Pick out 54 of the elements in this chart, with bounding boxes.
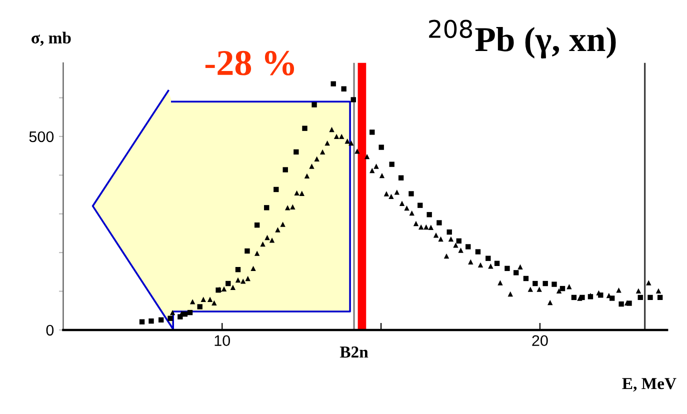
point [168, 316, 173, 321]
point [139, 319, 145, 324]
point [436, 220, 442, 226]
point [197, 304, 202, 310]
annotation: -28 % [205, 50, 294, 76]
point [226, 280, 231, 286]
x-axis-title: E, MeV [622, 378, 676, 392]
point [638, 294, 643, 300]
point [648, 294, 653, 300]
point [302, 126, 308, 131]
point [408, 191, 414, 196]
point [446, 229, 452, 235]
point [312, 102, 317, 108]
ref-line-label: B2n [340, 346, 368, 358]
x-tick-label: 10 [214, 335, 230, 346]
point [341, 86, 346, 92]
point [657, 294, 663, 300]
point [389, 162, 394, 167]
point [552, 282, 557, 287]
point [282, 167, 288, 172]
point [618, 301, 624, 307]
point [244, 248, 250, 254]
point [532, 280, 538, 286]
y-tick-label: 0 [46, 324, 54, 336]
x-tick-label: 20 [532, 335, 548, 346]
point [158, 317, 164, 322]
point [456, 238, 462, 244]
point [418, 202, 423, 208]
point [475, 249, 481, 254]
point [264, 205, 270, 210]
point [523, 276, 529, 282]
point [571, 294, 577, 300]
point [370, 130, 375, 135]
chart-title: $^{208}$Pb (γ, xn) [429, 20, 616, 58]
point [514, 270, 519, 276]
point [148, 318, 154, 324]
point [235, 266, 241, 272]
point [187, 310, 193, 316]
point [330, 81, 336, 86]
point [294, 149, 299, 155]
point [542, 280, 548, 286]
point [466, 244, 471, 250]
point [398, 175, 404, 180]
point [426, 212, 432, 218]
point [274, 186, 279, 192]
y-axis-title: σ, mb [32, 32, 71, 46]
point [350, 97, 356, 102]
point [378, 144, 384, 150]
point [486, 256, 491, 261]
point [494, 260, 500, 266]
point [254, 222, 260, 228]
point [504, 266, 510, 272]
y-tick-label: 500 [29, 131, 54, 142]
point [560, 286, 566, 292]
